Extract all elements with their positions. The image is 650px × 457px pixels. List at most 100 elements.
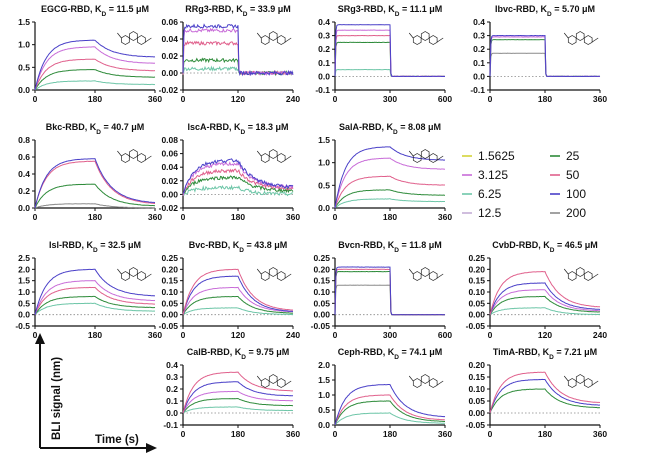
- x-axis-title: Time (s): [95, 434, 139, 446]
- x-tick-label: 360: [593, 429, 607, 439]
- sensorgram-curve: [489, 378, 601, 414]
- panel-title-sub: D: [96, 129, 101, 136]
- y-tick-label: 1.5: [318, 135, 330, 145]
- panel-title: SRg3-RBD, KD = 11.1 μM: [338, 4, 443, 18]
- y-tick-label: 0.00: [161, 189, 178, 199]
- y-tick-label: 0.02: [161, 176, 178, 186]
- panel-title-sub: D: [241, 354, 246, 361]
- sensorgram-curve: [334, 24, 445, 78]
- y-tick-label: 0.10: [313, 287, 330, 297]
- sensorgram-curve: [182, 268, 294, 315]
- panel-title-sub: D: [243, 11, 248, 18]
- x-tick-label: 0: [33, 330, 38, 340]
- sensorgram-curve: [334, 175, 445, 209]
- panel-title-main: CvbD-RBD, K: [492, 240, 550, 250]
- panel-title-sub: D: [241, 129, 246, 136]
- sensorgram-curve: [489, 371, 601, 414]
- y-tick-label: 0.10: [161, 287, 178, 297]
- x-tick-label: 360: [438, 212, 452, 222]
- x-tick-label: 0: [333, 429, 338, 439]
- y-tick-label: 0.08: [161, 135, 178, 145]
- bli-panel: Bvc-RBD, KD = 43.8 μM-0.050.000.050.100.…: [159, 240, 301, 340]
- panel-title-rest: = 74.1 μM: [399, 347, 442, 357]
- axis-arrows: BLI signal (nm) Time (s): [35, 333, 157, 453]
- y-tick-label: -0.5: [15, 321, 30, 331]
- sensorgram-curve: [34, 46, 156, 91]
- y-tick-label: 0.0: [18, 203, 30, 213]
- x-tick-label: 180: [231, 429, 245, 439]
- panel-title-rest: = 33.9 μM: [247, 4, 290, 14]
- panel-title-rest: = 11.5 μM: [106, 4, 149, 14]
- y-tick-label: 0.05: [161, 298, 178, 308]
- panel-title: Ceph-RBD, KD = 74.1 μM: [338, 347, 442, 361]
- sensorgram-curve: [334, 266, 446, 316]
- molecule-structure-icon: [408, 31, 444, 45]
- y-tick-label: -0.02: [159, 85, 179, 95]
- y-tick-label: 0.0: [318, 71, 330, 81]
- panel-title: SalA-RBD, KD = 8.08 μM: [339, 122, 441, 136]
- x-tick-label: 360: [148, 212, 162, 222]
- molecule-structure-icon: [408, 267, 444, 281]
- y-tick-label: -0.05: [466, 321, 486, 331]
- panel-title-main: Ceph-RBD, K: [338, 347, 395, 357]
- panel-title-main: IscA-RBD, K: [188, 122, 242, 132]
- panel-title-main: TimA-RBD, K: [493, 347, 550, 357]
- y-tick-label: 0.15: [468, 372, 485, 382]
- panel-title-rest: = 46.5 μM: [554, 240, 597, 250]
- panel-title-rest: = 5.70 μM: [552, 4, 595, 14]
- bli-panel: TimA-RBD, KD = 7.21 μM -0.05 0.00 0.05 0.10 0…: [466, 347, 608, 439]
- panel-title: RRg3-RBD, KD = 33.9 μM: [185, 4, 290, 18]
- y-tick-label: 0.05: [468, 298, 485, 308]
- panel-title-main: Bkc-RBD, K: [46, 122, 97, 132]
- x-tick-label: 600: [438, 94, 452, 104]
- x-tick-label: 0: [181, 330, 186, 340]
- x-tick-label: 180: [231, 212, 245, 222]
- molecule-structure-icon: [563, 267, 599, 281]
- panel-title: CalB-RBD, KD = 9.75 μM: [187, 347, 290, 361]
- x-tick-label: 180: [88, 330, 102, 340]
- x-tick-label: 240: [286, 94, 300, 104]
- x-tick-label: 600: [438, 330, 452, 340]
- y-tick-label: 0.00: [468, 310, 485, 320]
- bli-panel: Ibvc-RBD, KD = 5.70 μM -0.1 0.0 0.1 0.2 0.3 0.…: [470, 4, 607, 104]
- y-tick-label: 0.3: [318, 31, 330, 41]
- panel-title-main: Ibvc-RBD, K: [495, 4, 548, 14]
- y-tick-label: 0.04: [161, 34, 178, 44]
- molecule-structure-icon: [256, 149, 292, 163]
- y-tick-label: 0.5: [318, 405, 330, 415]
- x-tick-label: 180: [88, 212, 102, 222]
- panel-title-sub: D: [549, 354, 554, 361]
- sensorgram-curve: [34, 295, 156, 315]
- y-tick-label: 0.2: [318, 44, 330, 54]
- sensorgram-curve: [182, 381, 294, 414]
- bli-panel: Isl-RBD, KD = 32.5 μM -0.50.0 0.51.01.5 2.0…: [15, 240, 162, 340]
- y-tick-label: 0.15: [313, 276, 330, 286]
- y-tick-label: -0.02: [159, 203, 179, 213]
- y-tick-label: 1.0: [18, 287, 30, 297]
- molecule-structure-icon: [408, 149, 444, 163]
- y-tick-label: 0.25: [468, 253, 485, 263]
- molecule-structure-icon: [117, 267, 152, 281]
- x-tick-label: 360: [148, 330, 162, 340]
- sensorgram-curve: [489, 388, 601, 414]
- y-tick-label: 1.5: [318, 375, 330, 385]
- x-tick-label: 180: [88, 94, 102, 104]
- x-tick-label: 120: [231, 94, 245, 104]
- sensorgram-curve: [334, 383, 446, 426]
- y-tick-label: 1.0: [318, 158, 330, 168]
- panel-title-sub: D: [394, 354, 399, 361]
- panel-title: Bvc-RBD, KD = 43.8 μM: [189, 240, 288, 254]
- molecule-structure-icon: [408, 374, 444, 388]
- x-tick-label: 180: [538, 94, 552, 104]
- sensorgram-curve: [182, 406, 294, 414]
- y-tick-label: 0.00: [468, 408, 485, 418]
- panel-title-main: Bvc-RBD, K: [189, 240, 240, 250]
- y-tick-label: 0.4: [18, 169, 30, 179]
- y-tick-label: 1.5: [18, 276, 30, 286]
- sensorgram-curve: [334, 412, 446, 426]
- sensorgram-curve: [334, 189, 445, 209]
- y-tick-label: -0.1: [315, 85, 330, 95]
- x-tick-label: 360: [286, 429, 300, 439]
- y-tick-label: 0.2: [473, 44, 485, 54]
- y-tick-label: 0.06: [161, 149, 178, 159]
